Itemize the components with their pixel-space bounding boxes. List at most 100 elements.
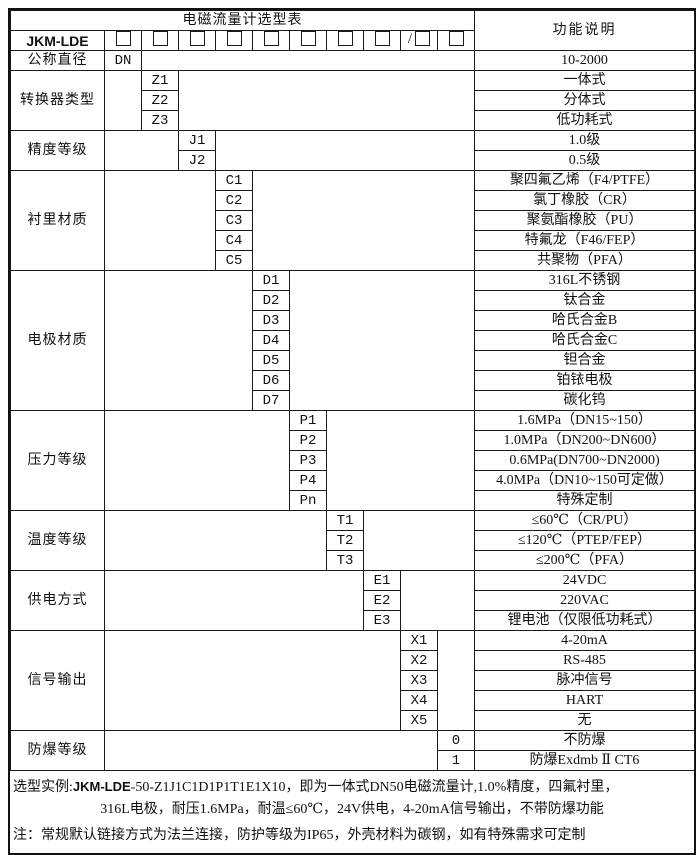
- code-cell: 0: [437, 730, 475, 751]
- spacer-cell: [141, 50, 475, 71]
- model-prefix: JKM-LDE: [10, 30, 105, 51]
- description-cell: 4.0MPa（DN10~150可定做）: [474, 470, 695, 491]
- spacer-cell: [104, 510, 327, 571]
- model-checkbox[interactable]: [263, 31, 279, 47]
- model-checkbox[interactable]: [152, 31, 168, 47]
- description-cell: 220VAC: [474, 590, 695, 611]
- description-cell: 1.0级: [474, 130, 695, 151]
- description-cell: 氯丁橡胶（CR）: [474, 190, 695, 211]
- code-cell: D7: [252, 390, 290, 411]
- description-cell: 一体式: [474, 70, 695, 91]
- code-cell: X3: [400, 670, 438, 691]
- model-code-box-cell: [437, 30, 475, 51]
- model-code-box-cell: [289, 30, 327, 51]
- code-cell: E3: [363, 610, 401, 631]
- description-cell: 哈氏合金B: [474, 310, 695, 331]
- description-cell: 脉冲信号: [474, 670, 695, 691]
- code-cell: D2: [252, 290, 290, 311]
- category-label: 衬里材质: [10, 170, 105, 271]
- slash-separator: /: [407, 30, 413, 47]
- selection-spec-sheet: 电磁流量计选型表 功能说明 JKM-LDE / 公称直径 DN 10-2000 转换器类型 Z1…: [8, 8, 696, 855]
- model-code-box-cell: [215, 30, 253, 51]
- description-cell: 特殊定制: [474, 490, 695, 511]
- description-cell: 10-2000: [474, 50, 695, 71]
- code-cell: T3: [326, 550, 364, 571]
- code-cell: D1: [252, 270, 290, 291]
- code-cell: X4: [400, 690, 438, 711]
- model-checkbox[interactable]: [415, 31, 431, 47]
- code-cell: X5: [400, 710, 438, 731]
- code-cell: P3: [289, 450, 327, 471]
- selection-example-line1: 选型实例:JKM-LDE-50-Z1J1C1D1P1T1E1X10，即为一体式D…: [13, 776, 691, 799]
- description-cell: 防爆Exdmb Ⅱ CT6: [474, 750, 695, 771]
- code-cell: J2: [178, 150, 216, 171]
- description-cell: 1.0MPa（DN200~DN600）: [474, 430, 695, 451]
- spacer-cell: [104, 130, 179, 171]
- spacer-cell: [437, 630, 475, 731]
- model-checkbox[interactable]: [448, 31, 464, 47]
- description-cell: 锂电池（仅限低功耗式）: [474, 610, 695, 631]
- category-label: 电极材质: [10, 270, 105, 411]
- function-column-header: 功能说明: [474, 10, 695, 51]
- selection-table: 电磁流量计选型表 功能说明 JKM-LDE / 公称直径 DN 10-2000 转换器类型 Z1…: [10, 10, 695, 771]
- model-code-box-cell: [178, 30, 216, 51]
- description-cell: 哈氏合金C: [474, 330, 695, 351]
- spacer-cell: [400, 570, 475, 631]
- code-cell: X1: [400, 630, 438, 651]
- description-cell: 低功耗式: [474, 110, 695, 131]
- category-label: 转换器类型: [10, 70, 105, 131]
- code-cell: Z1: [141, 70, 179, 91]
- spacer-cell: [289, 270, 475, 411]
- spacer-cell: [363, 510, 475, 571]
- category-label: 温度等级: [10, 510, 105, 571]
- code-cell: J1: [178, 130, 216, 151]
- model-checkbox[interactable]: [189, 31, 205, 47]
- model-checkbox[interactable]: [300, 31, 316, 47]
- code-cell: DN: [104, 50, 142, 71]
- spacer-cell: [104, 170, 216, 271]
- code-cell: D5: [252, 350, 290, 371]
- spacer-cell: [104, 730, 438, 771]
- model-code-box-cell: [326, 30, 364, 51]
- code-cell: P4: [289, 470, 327, 491]
- description-cell: 聚四氟乙烯（F4/PTFE）: [474, 170, 695, 191]
- category-label: 信号输出: [10, 630, 105, 731]
- description-cell: 铂铱电极: [474, 370, 695, 391]
- code-cell: T2: [326, 530, 364, 551]
- description-cell: 不防爆: [474, 730, 695, 751]
- model-checkbox[interactable]: [115, 31, 131, 47]
- description-cell: 316L不锈钢: [474, 270, 695, 291]
- spacer-cell: [104, 270, 253, 411]
- code-cell: Z2: [141, 90, 179, 111]
- description-cell: 钽合金: [474, 350, 695, 371]
- model-checkbox[interactable]: [374, 31, 390, 47]
- description-cell: 聚氨酯橡胶（PU）: [474, 210, 695, 231]
- code-cell: Pn: [289, 490, 327, 511]
- code-cell: E1: [363, 570, 401, 591]
- model-checkbox[interactable]: [226, 31, 242, 47]
- model-checkbox[interactable]: [337, 31, 353, 47]
- code-cell: D4: [252, 330, 290, 351]
- code-cell: Z3: [141, 110, 179, 131]
- code-cell: D6: [252, 370, 290, 391]
- code-cell: T1: [326, 510, 364, 531]
- spacer-cell: [252, 170, 475, 271]
- spacer-cell: [104, 630, 401, 731]
- category-label: 供电方式: [10, 570, 105, 631]
- description-cell: HART: [474, 690, 695, 711]
- description-cell: 特氟龙（F46/FEP）: [474, 230, 695, 251]
- code-cell: C3: [215, 210, 253, 231]
- model-code-box-cell: /: [400, 30, 438, 51]
- code-cell: C2: [215, 190, 253, 211]
- description-cell: ≤120℃（PTEP/FEP）: [474, 530, 695, 551]
- description-cell: 1.6MPa（DN15~150）: [474, 410, 695, 431]
- code-cell: X2: [400, 650, 438, 671]
- model-code-box-cell: [141, 30, 179, 51]
- description-cell: 共聚物（PFA）: [474, 250, 695, 271]
- code-cell: D3: [252, 310, 290, 331]
- spacer-cell: [104, 570, 364, 631]
- notes-section: 选型实例:JKM-LDE-50-Z1J1C1D1P1T1E1X10，即为一体式D…: [10, 771, 694, 853]
- default-config-note: 注：常规默认链接方式为法兰连接，防护等级为IP65，外壳材料为碳钢，如有特殊需求…: [13, 828, 586, 843]
- description-cell: 无: [474, 710, 695, 731]
- description-cell: 4-20mA: [474, 630, 695, 651]
